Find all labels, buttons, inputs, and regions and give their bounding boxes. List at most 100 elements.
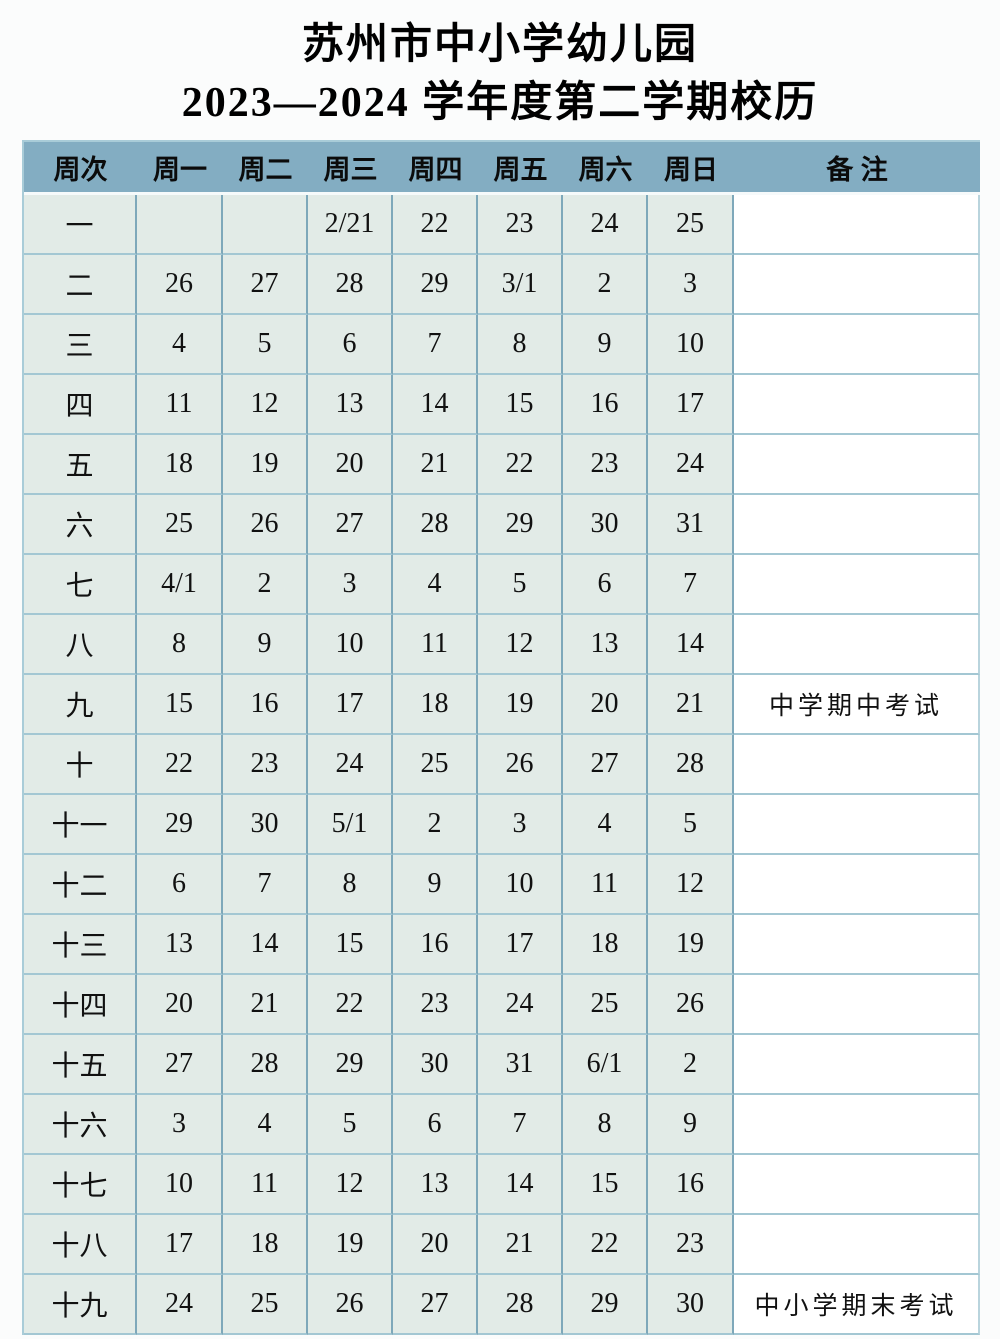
school-calendar-table: 周次 周一 周二 周三 周四 周五 周六 周日备 注 一 2/21 22 23 24 25 二 26 27 28… <box>22 140 980 1335</box>
week-label: 六 <box>24 495 137 555</box>
table-row: 三 4 5 6 7 8 9 10 <box>24 315 980 375</box>
day-cell: 6 <box>393 1095 478 1155</box>
day-cell: 20 <box>563 675 648 735</box>
table-row: 五 18 19 20 21 22 23 24 <box>24 435 980 495</box>
column-header: 周六 <box>563 142 648 195</box>
day-cell: 10 <box>137 1155 223 1215</box>
day-cell: 14 <box>648 615 734 675</box>
day-cell: 6/1 <box>563 1035 648 1095</box>
title-line-2: 2023—2024 学年度第二学期校历 <box>181 80 819 126</box>
day-cell: 6 <box>308 315 393 375</box>
table-row: 十二 6 7 8 9 10 11 12 <box>24 855 980 915</box>
day-cell: 18 <box>137 435 223 495</box>
day-cell: 25 <box>393 735 478 795</box>
note-cell <box>734 795 980 855</box>
day-cell: 18 <box>563 915 648 975</box>
day-cell: 11 <box>223 1155 308 1215</box>
note-cell <box>734 435 980 495</box>
day-cell: 17 <box>478 915 563 975</box>
calendar-body: 一 2/21 22 23 24 25 二 26 27 28 29 3/1 2 3 三 4 5 6 7 8 9 10 四 11 1… <box>24 195 980 1335</box>
day-cell: 26 <box>223 495 308 555</box>
day-cell: 8 <box>137 615 223 675</box>
day-cell: 5 <box>478 555 563 615</box>
day-cell: 27 <box>563 735 648 795</box>
week-label: 十五 <box>24 1035 137 1095</box>
day-cell: 4/1 <box>137 555 223 615</box>
day-cell: 5 <box>648 795 734 855</box>
week-label: 一 <box>24 195 137 255</box>
day-cell: 28 <box>648 735 734 795</box>
week-label: 十 <box>24 735 137 795</box>
table-row: 十 22 23 24 25 26 27 28 <box>24 735 980 795</box>
day-cell: 23 <box>478 195 563 255</box>
day-cell: 23 <box>223 735 308 795</box>
day-cell: 27 <box>393 1275 478 1335</box>
day-cell: 24 <box>648 435 734 495</box>
note-cell: 中小学期末考试 <box>734 1275 980 1335</box>
note-cell <box>734 855 980 915</box>
note-cell <box>734 315 980 375</box>
week-label: 十七 <box>24 1155 137 1215</box>
day-cell: 14 <box>393 375 478 435</box>
column-header: 周二 <box>223 142 308 195</box>
day-cell: 29 <box>393 255 478 315</box>
day-cell: 10 <box>478 855 563 915</box>
day-cell: 25 <box>563 975 648 1035</box>
day-cell: 26 <box>648 975 734 1035</box>
day-cell: 31 <box>478 1035 563 1095</box>
day-cell: 4 <box>393 555 478 615</box>
week-label: 三 <box>24 315 137 375</box>
day-cell: 27 <box>308 495 393 555</box>
day-cell: 12 <box>223 375 308 435</box>
note-cell <box>734 255 980 315</box>
day-cell: 14 <box>223 915 308 975</box>
day-cell: 12 <box>478 615 563 675</box>
day-cell: 17 <box>137 1215 223 1275</box>
day-cell: 21 <box>393 435 478 495</box>
day-cell: 14 <box>478 1155 563 1215</box>
day-cell: 25 <box>137 495 223 555</box>
table-row: 十七 10 11 12 13 14 15 16 <box>24 1155 980 1215</box>
day-cell: 18 <box>393 675 478 735</box>
table-row: 六 25 26 27 28 29 30 31 <box>24 495 980 555</box>
day-cell: 30 <box>393 1035 478 1095</box>
day-cell <box>223 195 308 255</box>
day-cell: 8 <box>308 855 393 915</box>
day-cell: 30 <box>223 795 308 855</box>
note-cell <box>734 495 980 555</box>
day-cell: 20 <box>393 1215 478 1275</box>
week-label: 八 <box>24 615 137 675</box>
day-cell: 21 <box>478 1215 563 1275</box>
day-cell: 4 <box>137 315 223 375</box>
table-row: 十八 17 18 19 20 21 22 23 <box>24 1215 980 1275</box>
day-cell: 24 <box>478 975 563 1035</box>
day-cell: 11 <box>137 375 223 435</box>
day-cell: 5/1 <box>308 795 393 855</box>
day-cell: 23 <box>648 1215 734 1275</box>
day-cell: 2 <box>393 795 478 855</box>
day-cell: 20 <box>137 975 223 1035</box>
day-cell: 27 <box>137 1035 223 1095</box>
note-cell <box>734 915 980 975</box>
day-cell: 3 <box>648 255 734 315</box>
day-cell: 22 <box>478 435 563 495</box>
day-cell: 15 <box>563 1155 648 1215</box>
day-cell: 22 <box>308 975 393 1035</box>
note-cell <box>734 375 980 435</box>
day-cell: 5 <box>308 1095 393 1155</box>
day-cell: 7 <box>393 315 478 375</box>
day-cell: 2/21 <box>308 195 393 255</box>
day-cell: 15 <box>308 915 393 975</box>
note-cell <box>734 1215 980 1275</box>
week-label: 十六 <box>24 1095 137 1155</box>
day-cell: 30 <box>563 495 648 555</box>
day-cell: 16 <box>563 375 648 435</box>
day-cell: 27 <box>223 255 308 315</box>
day-cell: 31 <box>648 495 734 555</box>
day-cell: 23 <box>563 435 648 495</box>
day-cell: 2 <box>223 555 308 615</box>
day-cell: 30 <box>648 1275 734 1335</box>
day-cell: 29 <box>563 1275 648 1335</box>
note-cell <box>734 975 980 1035</box>
day-cell: 13 <box>393 1155 478 1215</box>
